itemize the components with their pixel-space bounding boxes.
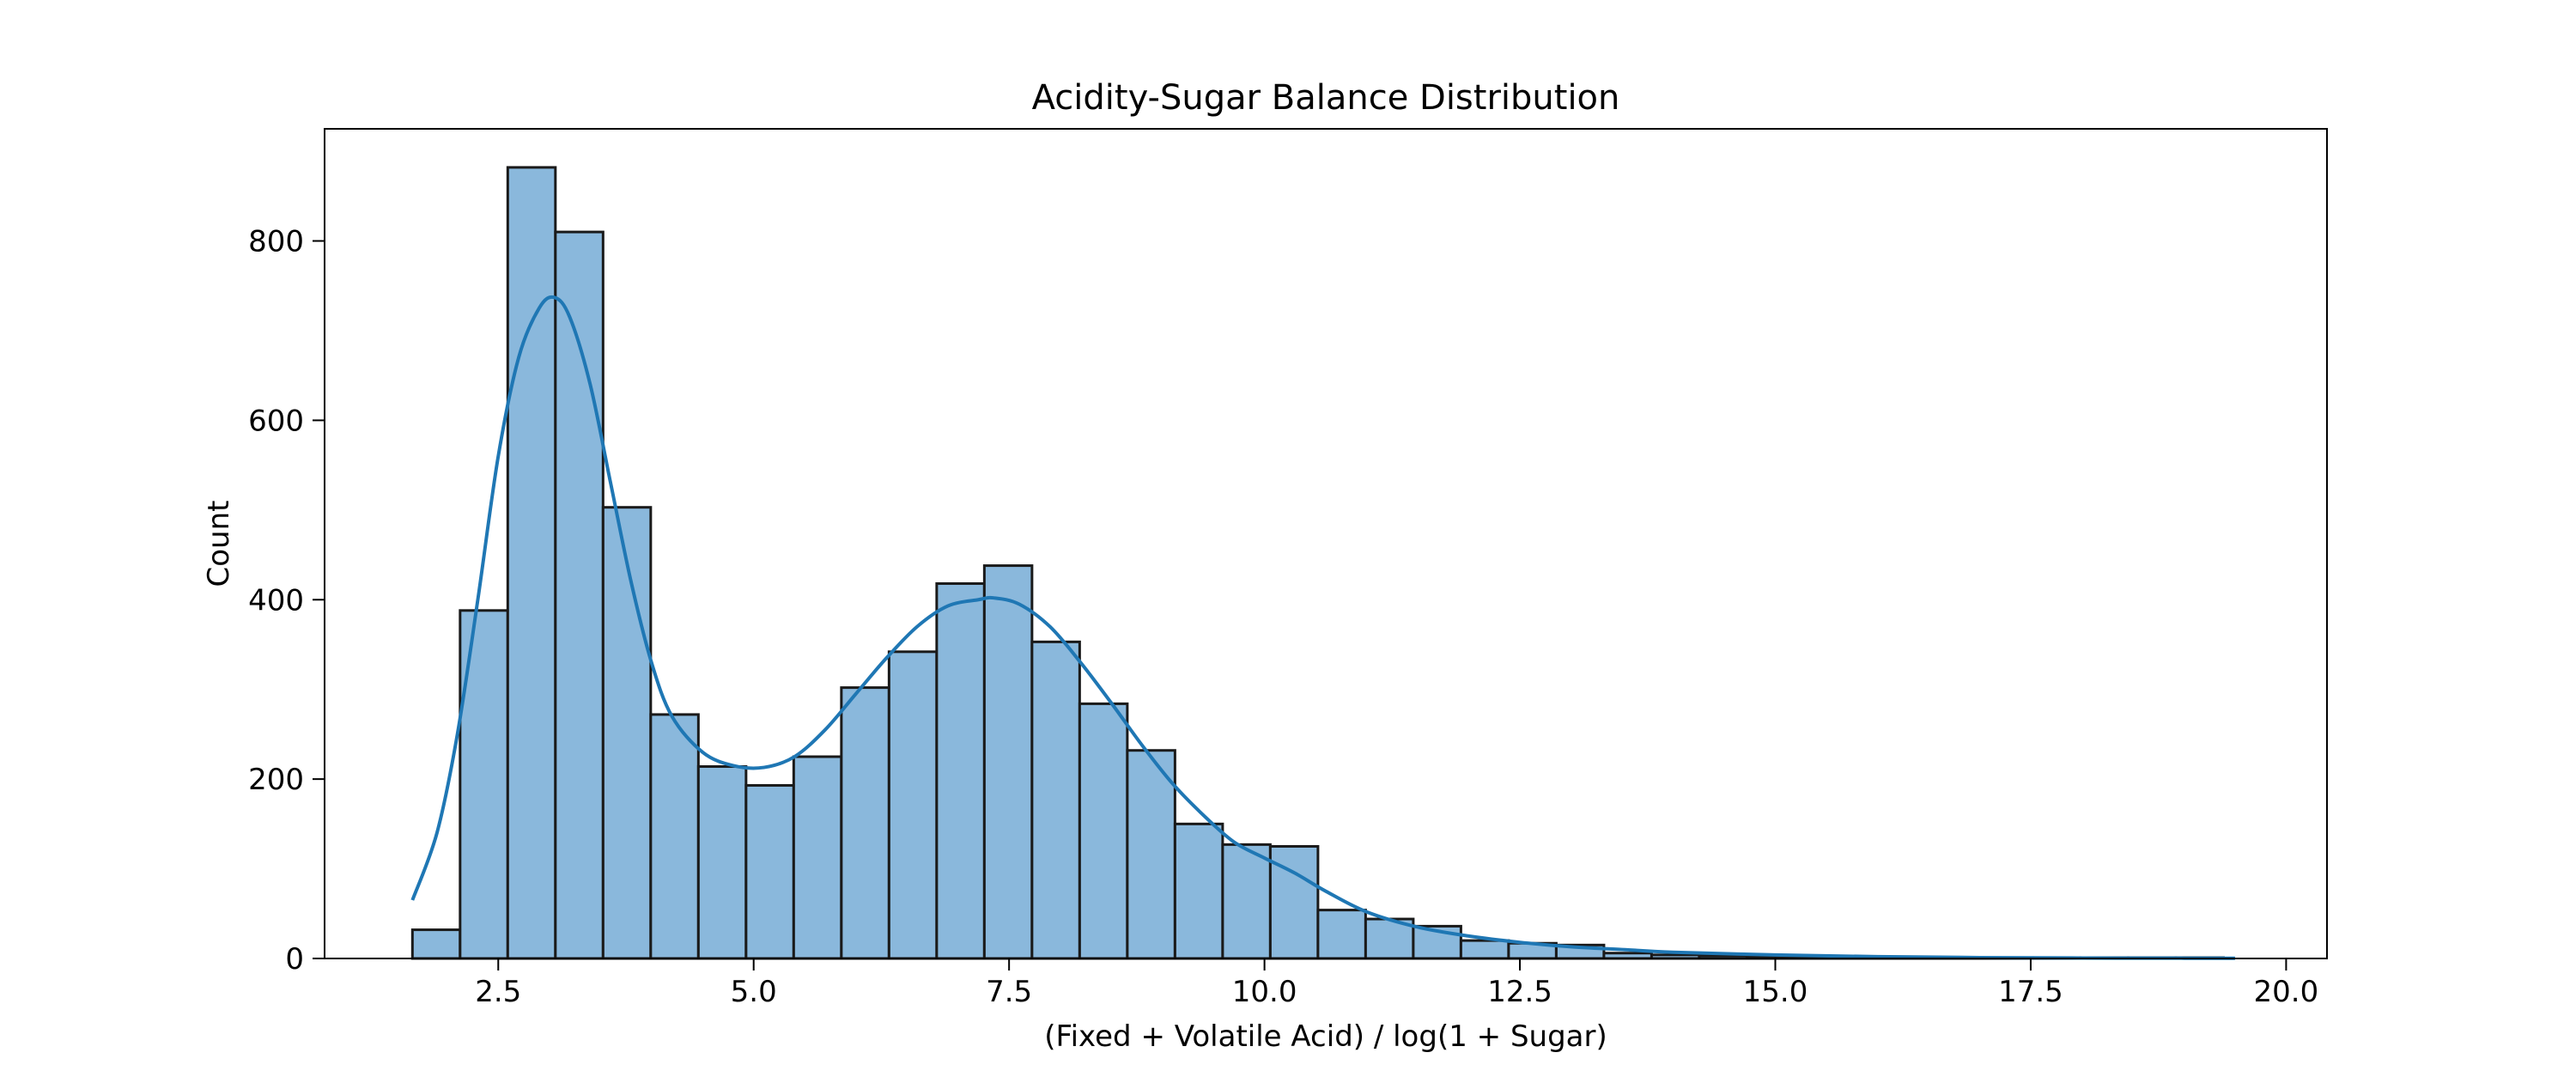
x-tick-label: 5.0 — [731, 975, 777, 1009]
histogram-bar — [935, 581, 986, 960]
y-axis-label: Count — [202, 501, 236, 587]
histogram-bar — [1173, 822, 1224, 960]
y-tick-label: 200 — [248, 763, 304, 797]
x-tick-label: 17.5 — [1998, 975, 2063, 1009]
x-tick-label: 15.0 — [1743, 975, 1808, 1009]
histogram-bar — [459, 609, 509, 960]
histogram-bar — [1078, 702, 1129, 960]
y-tick-label: 0 — [285, 942, 304, 977]
x-tick-label: 7.5 — [986, 975, 1032, 1009]
y-tick-label: 400 — [248, 583, 304, 618]
histogram-bar — [649, 713, 700, 960]
y-axis: 0 200 400 600 800 — [248, 225, 325, 977]
histogram-bar — [696, 765, 748, 960]
histogram-bar — [410, 928, 462, 960]
histogram-bar — [887, 650, 939, 960]
histogram-bar — [792, 755, 843, 960]
histogram-bar — [1030, 640, 1081, 960]
histogram-bar — [982, 564, 1034, 960]
chart-title: Acidity-Sugar Balance Distribution — [1032, 78, 1620, 118]
histogram-bar — [601, 506, 653, 960]
x-tick-label: 20.0 — [2254, 975, 2319, 1009]
histogram-bar — [1126, 749, 1176, 960]
histogram-bar — [1316, 909, 1367, 960]
histogram-bar — [1221, 843, 1272, 960]
x-tick-label: 2.5 — [475, 975, 521, 1009]
y-tick-label: 800 — [248, 225, 304, 259]
x-axis: 2.5 5.0 7.5 10.0 12.5 15.0 17.5 20.0 — [475, 958, 2318, 1009]
histogram-bar — [744, 783, 795, 960]
kde-layer — [410, 295, 2235, 960]
histogram-bar — [1459, 939, 1510, 960]
x-tick-label: 10.0 — [1232, 975, 1297, 1009]
histogram-bar — [506, 166, 557, 960]
kde-line — [410, 295, 2235, 960]
x-axis-label: (Fixed + Volatile Acid) / log(1 + Sugar) — [1044, 1019, 1607, 1054]
y-tick-label: 600 — [248, 404, 304, 438]
plot-frame — [324, 128, 2328, 959]
x-tick-label: 12.5 — [1487, 975, 1552, 1009]
histogram-bar — [840, 686, 890, 960]
